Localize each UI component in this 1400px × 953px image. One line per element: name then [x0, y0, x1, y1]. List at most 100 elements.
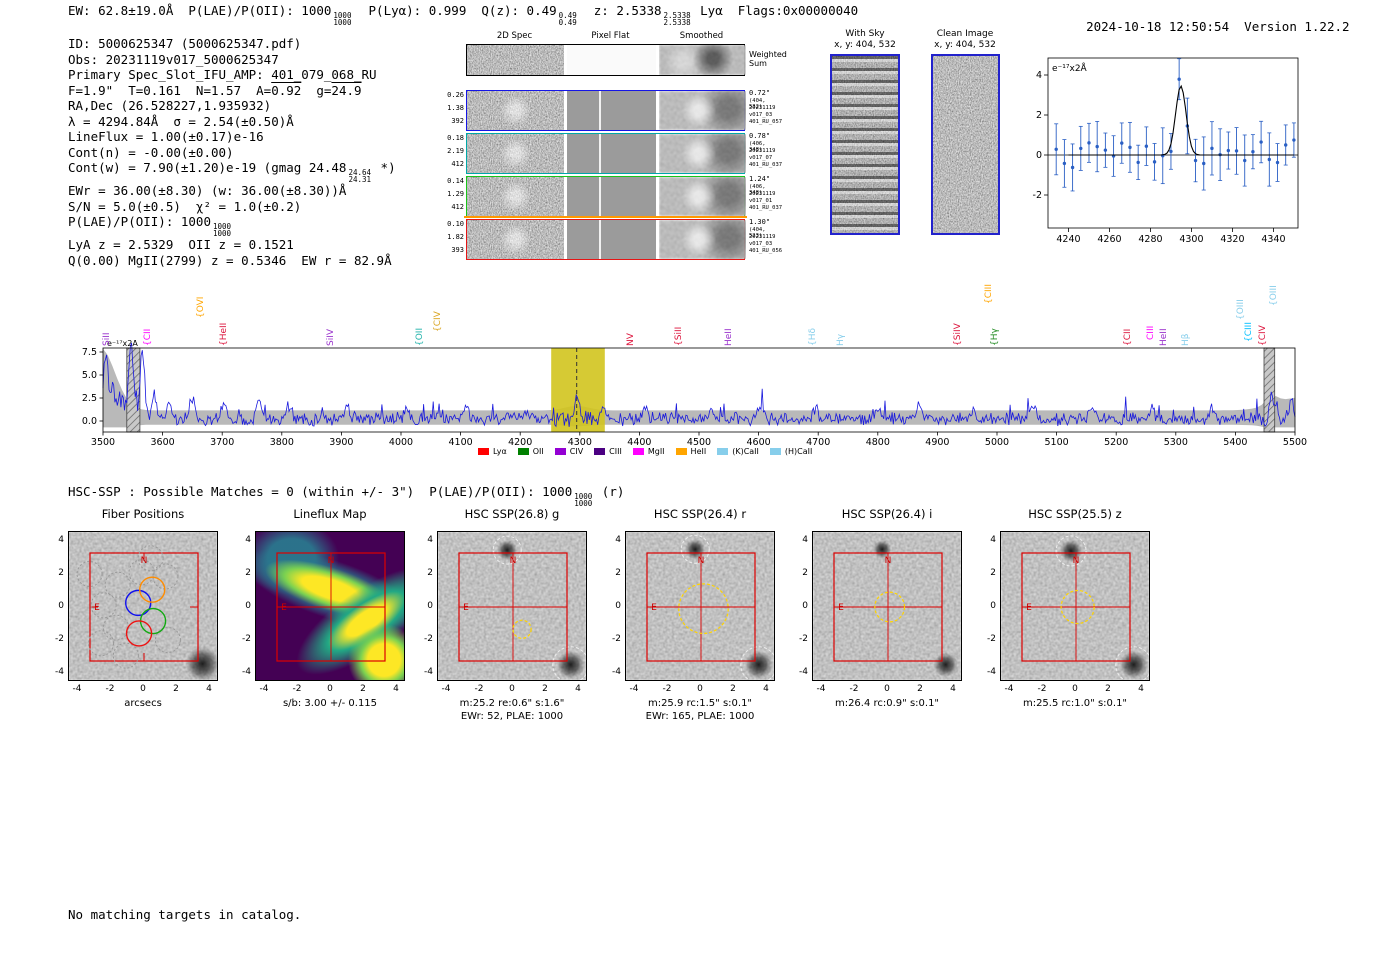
svg-text:4340: 4340 [1261, 234, 1285, 245]
svg-text:4: 4 [1036, 70, 1042, 81]
panel-caption: m:25.2 re:0.6" s:1.6" [459, 698, 565, 709]
legend-swatch [632, 448, 644, 455]
line-label-ciii: CIII [1146, 325, 1157, 340]
fiber-id-label: 20231119 [749, 191, 776, 197]
line-label-cii: {CII [143, 328, 154, 346]
fiber-weight-label: 392 [451, 117, 464, 125]
legend-item: (K)CaII [717, 447, 759, 456]
line-label-ciii: {CIII [984, 284, 995, 304]
legend-swatch [517, 448, 529, 455]
x-tick-label: -4 [72, 684, 82, 694]
fiber-id-label: 401_RU_037 [749, 162, 783, 168]
galaxy-blob [556, 650, 585, 679]
fiber-id-label: 0.72" [749, 89, 771, 97]
fiber-id-label: v017_01 [749, 198, 773, 204]
timestamp: 2024-10-18 12:50:54 [1086, 18, 1230, 34]
y-tick-label: 4 [427, 535, 433, 545]
east-label: E [651, 603, 657, 613]
svg-text:0.0: 0.0 [82, 416, 97, 427]
x-tick-label: 4 [763, 684, 769, 694]
legend-swatch [594, 448, 606, 455]
x-tick-label: -4 [629, 684, 639, 694]
fiber-pixelflat-image [567, 220, 656, 259]
y-tick-label: 0 [58, 601, 64, 611]
text-segment: P(LAE)/P(OII): 1000 [68, 214, 211, 229]
y-tick-label: -4 [987, 667, 996, 677]
stacked-fraction: 1000 1000 [333, 11, 352, 27]
fiber-2dspec-image [467, 220, 564, 259]
svg-text:e⁻¹⁷x2Å: e⁻¹⁷x2Å [1052, 62, 1088, 74]
line-label-hγ: Hγ [836, 333, 847, 346]
fiber-id-label: v017_07 [749, 155, 773, 161]
line-label-civ: {CIV [432, 311, 443, 332]
y-tick-label: -2 [987, 634, 996, 644]
svg-text:0: 0 [1036, 150, 1042, 161]
y-tick-label: -2 [612, 634, 621, 644]
text-segment: Cont(n) = -0.00(±0.00) [68, 144, 234, 160]
x-tick-label: 4 [206, 684, 212, 694]
y-tick-label: -4 [242, 667, 251, 677]
x-tick-label: -2 [1037, 684, 1047, 694]
y-tick-label: -4 [55, 667, 64, 677]
fiber-weight-label: 0.26 [447, 91, 464, 99]
panel-caption: m:25.5 rc:1.0" s:0.1" [1022, 698, 1128, 709]
svg-text:4800: 4800 [866, 437, 890, 448]
line-label-heii: {HeII [218, 322, 229, 346]
svg-text:-2: -2 [1033, 190, 1042, 201]
x-tick-label: 0 [327, 684, 333, 694]
galaxy-blob [1060, 539, 1083, 562]
spec2d-weighted-strip [466, 44, 746, 76]
legend-swatch [717, 448, 729, 455]
y-tick-label: 0 [802, 601, 808, 611]
detection-ring [552, 646, 586, 680]
footer-line-1: No matching targets in catalog. [68, 907, 302, 922]
ghost-fiber-circle [104, 571, 131, 598]
fiber-smoothed-image [659, 220, 746, 259]
weighted-smoothed-image [659, 45, 746, 75]
fiber-2dspec-image [467, 134, 564, 173]
spectrum-legend: Lyα OII CIV CIII MgII HeII (K)CaII (H)CaII [478, 447, 812, 456]
panel-caption: EWr: 165, PLAE: 1000 [645, 711, 755, 722]
text-segment: EWr = 36.00(±8.30) (w: 36.00(±8.30))Å [68, 183, 347, 198]
y-tick-label: -2 [799, 634, 808, 644]
info-line: LyA z = 2.5329 OII z = 0.1521 [68, 237, 396, 253]
galaxy-blob [685, 539, 706, 560]
with-sky-title: With Sky [845, 29, 885, 39]
spec2d-row [466, 133, 746, 174]
svg-text:4300: 4300 [1179, 234, 1203, 245]
info-line: Primary Spec_Slot_IFU_AMP: 401_079_068_R… [68, 67, 396, 83]
aperture-circle [874, 591, 906, 623]
line-label-ciii: {CIII [1243, 322, 1254, 342]
panel-caption: arcsecs [124, 698, 162, 709]
north-label: N [1073, 556, 1080, 566]
svg-text:5400: 5400 [1223, 437, 1247, 448]
east-label: E [281, 603, 287, 613]
spec2d-row [466, 90, 746, 131]
x-tick-label: 4 [950, 684, 956, 694]
ghost-fiber-circle [102, 614, 129, 641]
row-accent-line [464, 216, 747, 218]
y-tick-label: 4 [615, 535, 621, 545]
y-tick-label: 2 [802, 568, 808, 578]
y-tick-label: 0 [615, 601, 621, 611]
stacked-fraction: 1000 1000 [213, 222, 232, 238]
info-line: LineFlux = 1.00(±0.17)e-16 [68, 129, 396, 145]
report-meta: 2024-10-18 12:50:54 Version 1.22.2 [1056, 3, 1349, 50]
north-label: N [698, 556, 705, 566]
ghost-fiber-circle [154, 627, 181, 653]
aperture-circle [678, 583, 729, 635]
svg-text:4200: 4200 [508, 437, 532, 448]
text-segment: Cont(w) = 7.90(±1.20)e-19 (gmag 24.48 [68, 160, 347, 175]
weighted-sum-label: Weighted Sum [749, 50, 787, 68]
fiber-circle [125, 620, 153, 647]
svg-text:e⁻¹⁷x2Å: e⁻¹⁷x2Å [107, 340, 138, 348]
legend-item: OII [517, 447, 544, 456]
x-tick-label: 2 [917, 684, 923, 694]
ghost-fiber-circle [88, 630, 115, 657]
text-segment: (r) [594, 484, 625, 499]
y-tick-label: 2 [990, 568, 996, 578]
legend-item: MgII [632, 447, 665, 456]
info-line: RA,Dec (26.528227,1.935932) [68, 98, 396, 114]
